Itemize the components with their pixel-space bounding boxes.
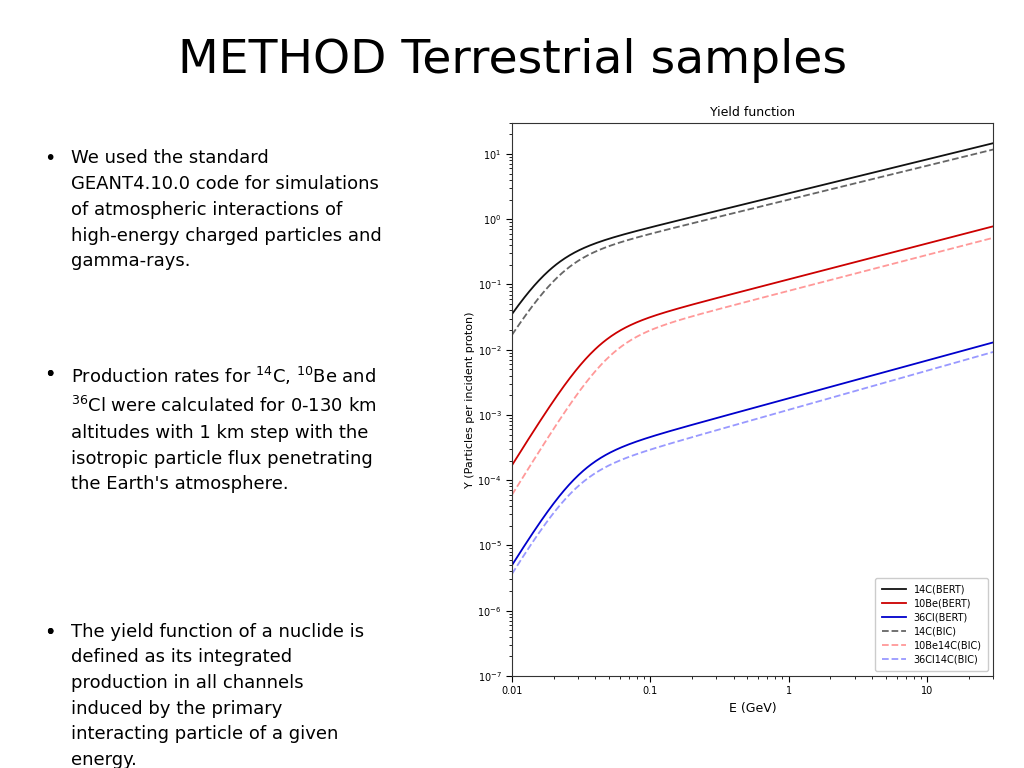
36Cl(BERT): [734, 407, 746, 416]
14C(BERT): [737, 200, 750, 209]
10Be14C(BIC): [506, 490, 518, 499]
10Be14C(BIC): [976, 237, 988, 246]
Text: •: •: [44, 150, 55, 168]
36Cl14C(BIC): [737, 418, 750, 427]
Text: METHOD Terrestrial samples: METHOD Terrestrial samples: [177, 38, 847, 84]
Line: 10Be(BERT): 10Be(BERT): [512, 227, 993, 465]
36Cl(BERT): [987, 338, 999, 347]
10Be(BERT): [793, 272, 805, 281]
36Cl(BERT): [506, 561, 518, 570]
Text: We used the standard
GEANT4.10.0 code for simulations
of atmospheric interaction: We used the standard GEANT4.10.0 code fo…: [72, 150, 382, 270]
14C(BERT): [900, 160, 912, 169]
14C(BIC): [976, 147, 988, 157]
Legend: 14C(BERT), 10Be(BERT), 36Cl(BERT), 14C(BIC), 10Be14C(BIC), 36Cl14C(BIC): 14C(BERT), 10Be(BERT), 36Cl(BERT), 14C(B…: [874, 578, 988, 671]
Line: 14C(BIC): 14C(BIC): [512, 150, 993, 335]
36Cl14C(BIC): [976, 351, 988, 360]
10Be(BERT): [734, 287, 746, 296]
Y-axis label: Y (Particles per incident proton): Y (Particles per incident proton): [465, 311, 474, 488]
10Be14C(BIC): [793, 283, 805, 293]
Line: 36Cl(BERT): 36Cl(BERT): [512, 343, 993, 565]
14C(BIC): [766, 199, 778, 208]
10Be(BERT): [976, 225, 988, 234]
10Be(BERT): [506, 461, 518, 470]
36Cl(BERT): [976, 341, 988, 350]
10Be(BERT): [987, 222, 999, 231]
14C(BERT): [766, 193, 778, 202]
36Cl(BERT): [900, 362, 912, 371]
Text: •: •: [44, 623, 55, 642]
36Cl14C(BIC): [793, 402, 805, 412]
14C(BIC): [793, 193, 805, 202]
Title: Yield function: Yield function: [710, 106, 796, 119]
Text: •: •: [44, 623, 55, 642]
14C(BERT): [987, 138, 999, 147]
Text: Production rates for $^{14}$C, $^{10}$Be and
$^{36}$Cl were calculated for 0-130: Production rates for $^{14}$C, $^{10}$Be…: [72, 365, 377, 493]
14C(BIC): [734, 207, 746, 216]
14C(BIC): [987, 145, 999, 154]
14C(BIC): [900, 166, 912, 175]
36Cl14C(BIC): [900, 372, 912, 381]
36Cl(BERT): [793, 391, 805, 400]
10Be(BERT): [900, 244, 912, 253]
36Cl14C(BIC): [506, 569, 518, 578]
14C(BERT): [506, 310, 518, 319]
14C(BERT): [976, 141, 988, 151]
14C(BERT): [793, 187, 805, 196]
10Be14C(BIC): [737, 298, 750, 307]
36Cl(BERT): [766, 398, 778, 407]
Text: •: •: [44, 365, 55, 384]
Text: The yield function of a nuclide is
defined as its integrated
production in all c: The yield function of a nuclide is defin…: [72, 623, 365, 768]
Line: 10Be14C(BIC): 10Be14C(BIC): [512, 238, 993, 495]
10Be14C(BIC): [987, 233, 999, 243]
10Be(BERT): [737, 286, 750, 296]
X-axis label: E (GeV): E (GeV): [729, 702, 776, 715]
14C(BERT): [734, 200, 746, 210]
Line: 36Cl14C(BIC): 36Cl14C(BIC): [512, 352, 993, 574]
36Cl(BERT): [737, 406, 750, 415]
14C(BIC): [506, 330, 518, 339]
14C(BIC): [737, 206, 750, 215]
10Be(BERT): [766, 279, 778, 288]
Line: 14C(BERT): 14C(BERT): [512, 143, 993, 314]
10Be14C(BIC): [900, 256, 912, 265]
10Be14C(BIC): [734, 299, 746, 308]
36Cl14C(BIC): [766, 410, 778, 419]
36Cl14C(BIC): [987, 347, 999, 356]
Text: •: •: [44, 365, 55, 384]
36Cl14C(BIC): [734, 419, 746, 428]
10Be14C(BIC): [766, 290, 778, 300]
